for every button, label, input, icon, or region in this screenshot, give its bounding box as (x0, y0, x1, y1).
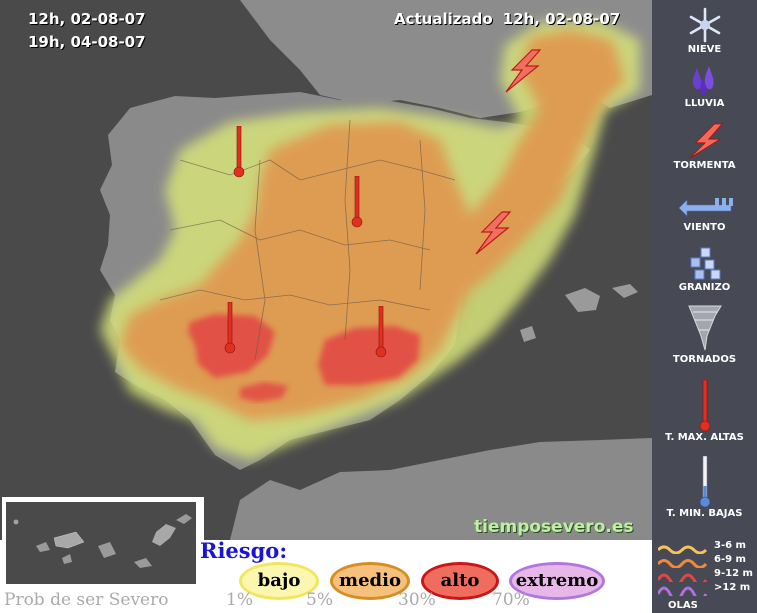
legend-label: TORNADOS (672, 354, 737, 365)
legend-item-tmax: T. MAX. ALTAS (652, 380, 757, 443)
legend-item-tmin: T. MIN. BAJAS (652, 456, 757, 519)
lightning-marker (475, 211, 512, 255)
probability-label: Prob de ser Severo (4, 590, 169, 610)
hail-icon (690, 247, 720, 280)
lightning-icon (688, 123, 723, 159)
risk-title-colon: : (279, 538, 288, 563)
tornado-icon (687, 305, 722, 351)
legend-label: TORMENTA (673, 160, 736, 171)
updated-value: 12h, 02-08-07 (502, 10, 621, 28)
wind-icon (678, 198, 733, 217)
legend-label: NIEVE (687, 44, 722, 55)
balearic-islands (520, 284, 638, 342)
waves-legend: 3-6 m 6-9 m 9-12 m >12 m OLAS (656, 540, 756, 613)
canary-islands (13, 514, 192, 568)
risk-pill-bajo: bajo (239, 562, 319, 600)
legend-label: LLUVIA (684, 98, 725, 109)
thermometer-marker (375, 306, 387, 358)
legend-item-nieve: NIEVE (652, 6, 757, 55)
prob-value-alto: 30% (398, 590, 436, 610)
legend-label: T. MAX. ALTAS (665, 432, 744, 443)
period-end: 19h, 04-08-07 (28, 33, 146, 51)
wave-label: 6-9 m (714, 554, 746, 565)
wave-label: 3-6 m (714, 540, 746, 551)
risk-pill-extremo: extremo (509, 562, 605, 600)
thermometer-marker (351, 176, 363, 228)
wave-row: 9-12 m (656, 568, 756, 582)
legend-label: VIENTO (683, 222, 726, 233)
wave-icon (658, 573, 708, 582)
wave-label: >12 m (714, 582, 751, 593)
thermometer-high-icon (699, 380, 710, 432)
map-canvas (100, 0, 652, 540)
canary-islands-inset (2, 497, 204, 613)
risk-zone-alto-east (318, 326, 420, 385)
wave-label: 9-12 m (714, 568, 753, 579)
africa-land (230, 438, 652, 540)
period-start: 12h, 02-08-07 (28, 10, 146, 28)
risk-pill-medio: medio (330, 562, 410, 600)
wave-row: 3-6 m (656, 540, 756, 554)
wave-icon (658, 559, 708, 568)
legend-sidebar: NIEVE LLUVIA TORMENTA VIENTO GRANIZO (652, 0, 757, 613)
rain-icon (692, 66, 714, 96)
updated-label: Actualizado (394, 10, 493, 28)
legend-item-tornados: TORNADOS (652, 302, 757, 365)
waves-title: OLAS (668, 600, 698, 611)
risk-zone-alto-south (240, 382, 288, 402)
lightning-marker (505, 49, 542, 93)
snowflake-icon (689, 7, 720, 43)
thermometer-marker (233, 126, 245, 178)
prob-value-medio: 5% (306, 590, 333, 610)
wave-row: 6-9 m (656, 554, 756, 568)
canary-inset-map (6, 502, 196, 584)
legend-item-tormenta: TORMENTA (652, 122, 757, 171)
risk-title-text: Riesgo (200, 538, 280, 563)
legend-label: T. MIN. BAJAS (666, 508, 743, 519)
legend-label: GRANIZO (678, 282, 731, 293)
legend-item-granizo: GRANIZO (652, 246, 757, 293)
wave-icon (658, 586, 708, 596)
wave-icon (658, 545, 708, 554)
updated-stamp: Actualizado 12h, 02-08-07 (394, 10, 620, 28)
thermometer-marker (224, 302, 236, 354)
risk-legend-title: Riesgo: (200, 538, 287, 563)
watermark: tiemposevero.es (474, 517, 634, 537)
legend-item-lluvia: LLUVIA (652, 64, 757, 109)
risk-map: 12h, 02-08-07 19h, 04-08-07 Actualizado 1… (0, 0, 652, 540)
prob-value-bajo: 1% (226, 590, 253, 610)
thermometer-low-icon (699, 456, 710, 508)
legend-item-viento: VIENTO (652, 194, 757, 233)
wave-row: >12 m (656, 582, 756, 596)
region-borders (159, 119, 456, 361)
risk-pill-alto: alto (421, 562, 499, 600)
prob-value-extremo: 70% (492, 590, 530, 610)
